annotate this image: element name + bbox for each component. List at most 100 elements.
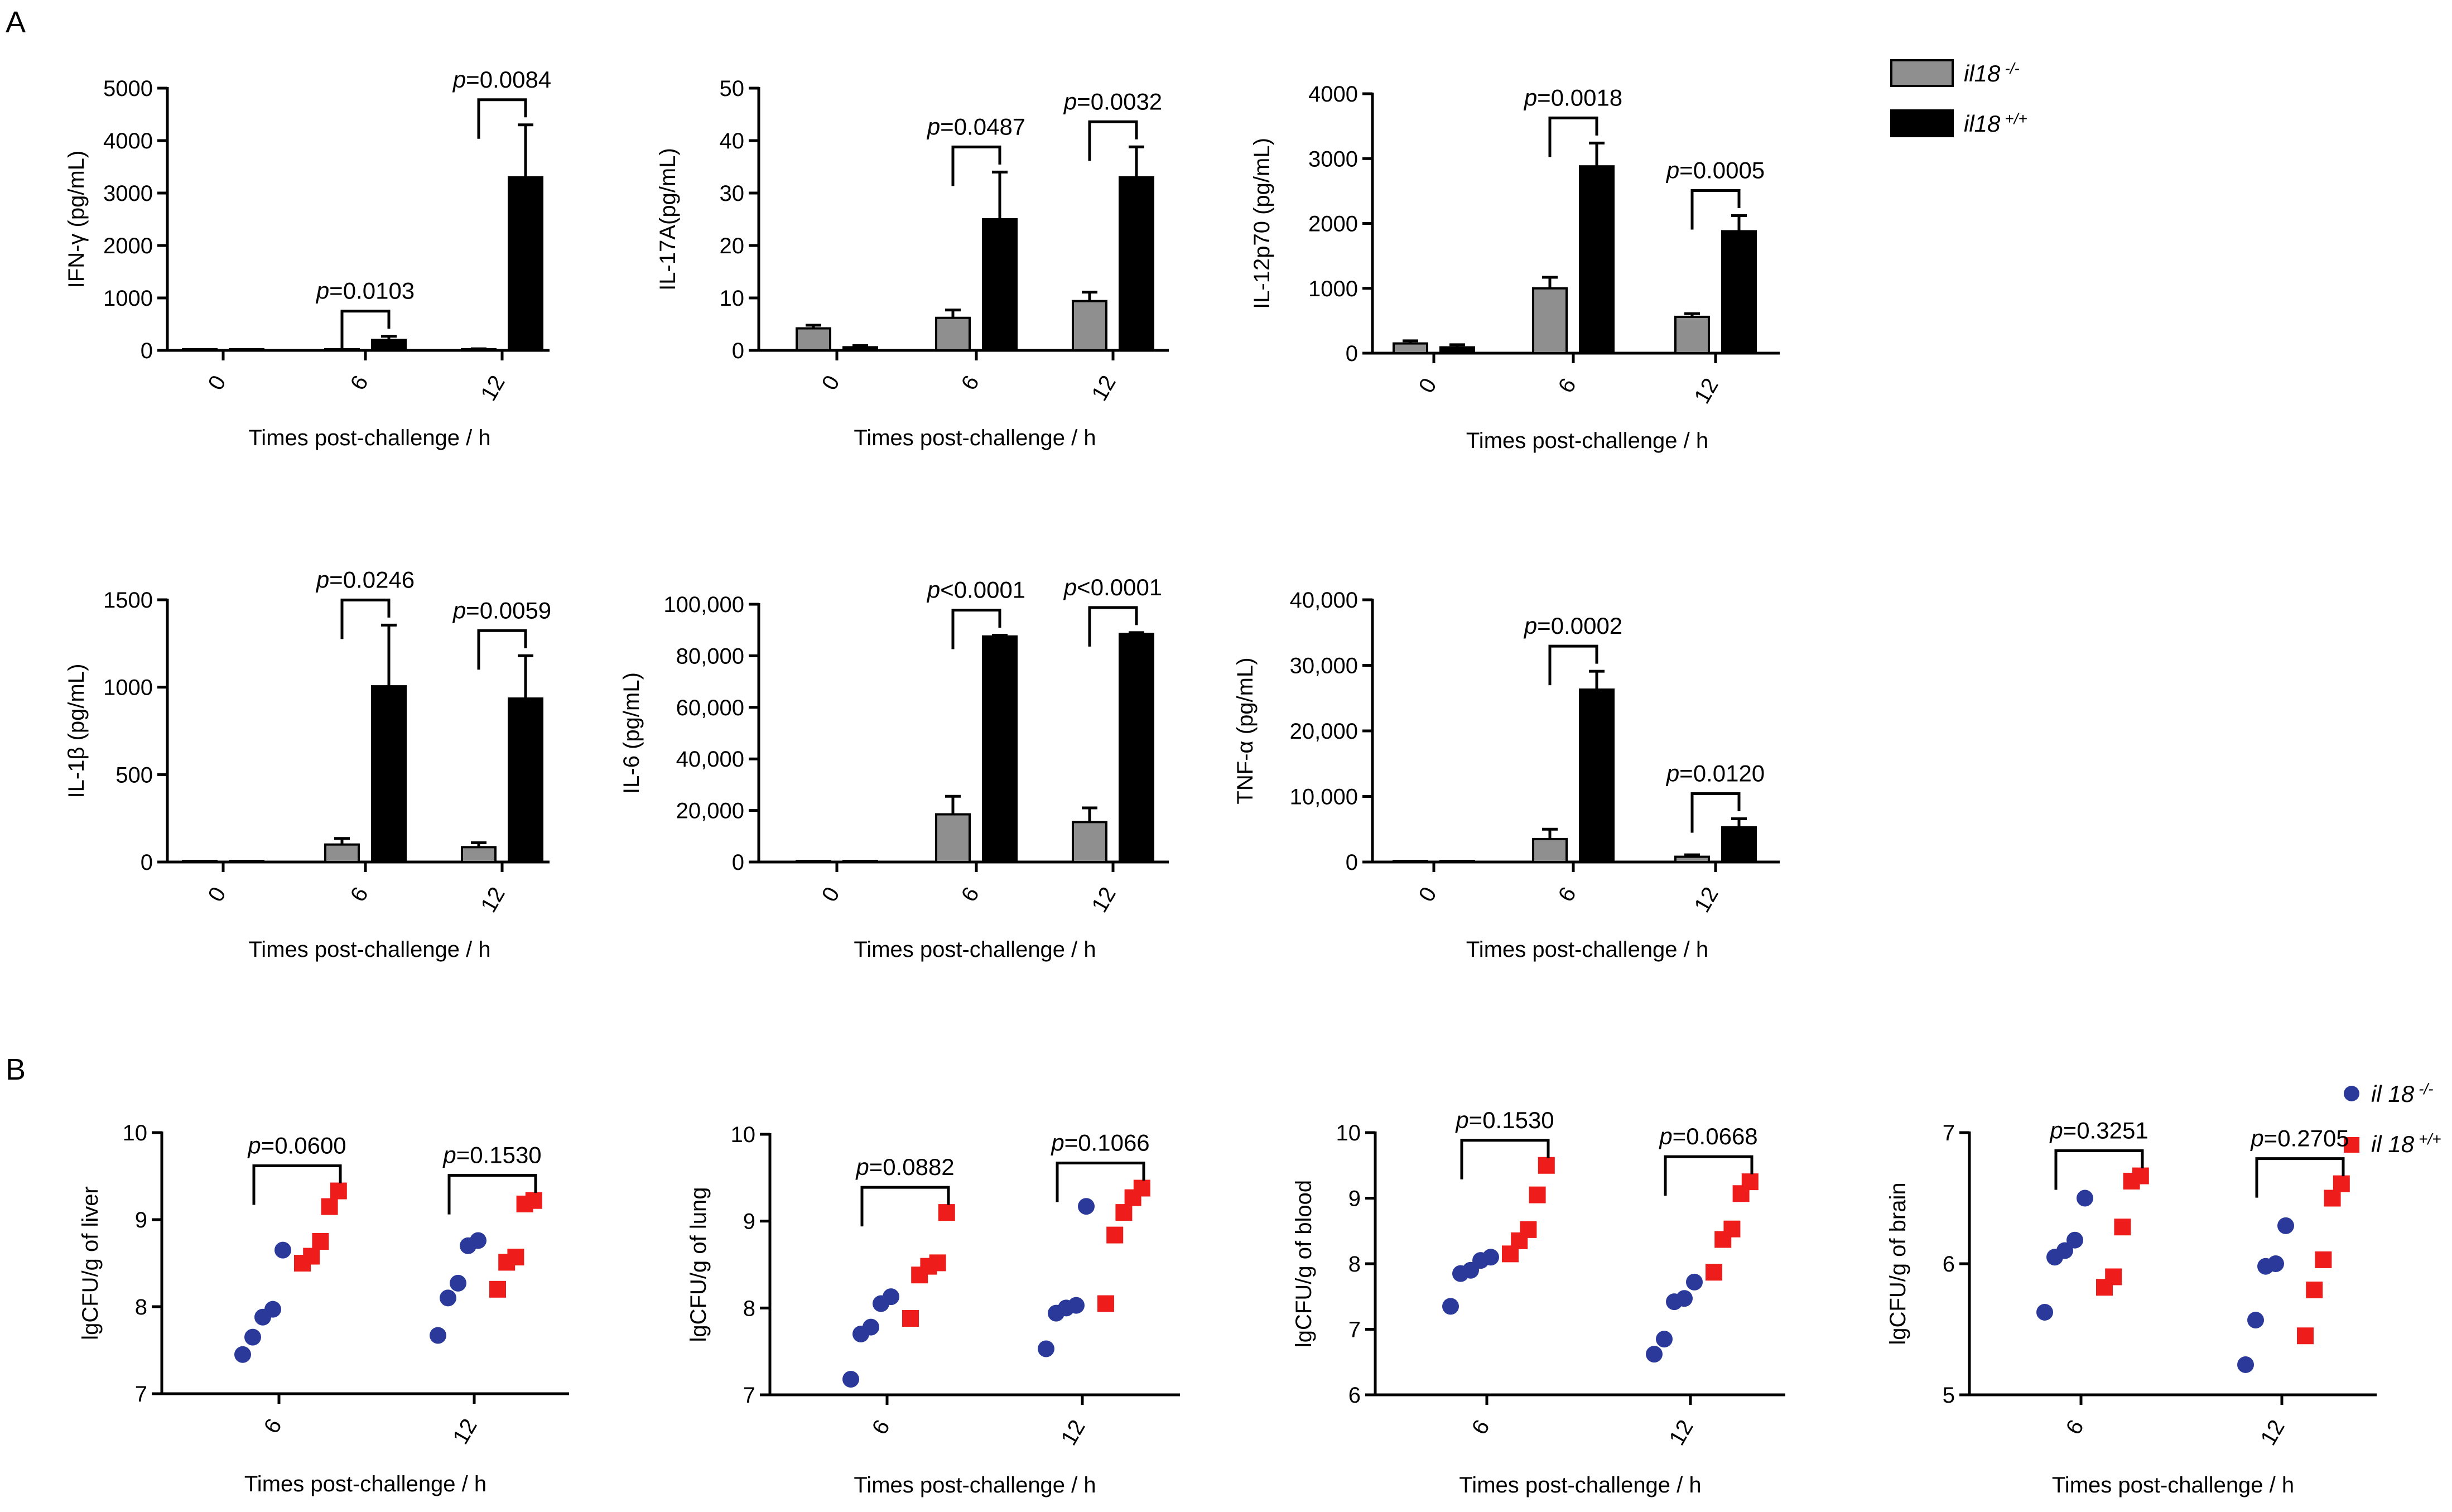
point-knockout bbox=[244, 1328, 261, 1346]
point-wildtype bbox=[902, 1310, 919, 1327]
x-axis-label: Times post-challenge / h bbox=[1459, 1473, 1701, 1497]
legend-label-wildtype: il18 +/+ bbox=[1964, 110, 2027, 137]
bar-knockout bbox=[935, 316, 971, 351]
p-value-label: p=0.0600 bbox=[247, 1133, 346, 1159]
y-tick-label: 7 bbox=[1943, 1121, 1955, 1145]
x-tick-label: 12 bbox=[1689, 374, 1723, 408]
x-tick-label: 6 bbox=[259, 1415, 287, 1438]
y-tick-label: 6 bbox=[1943, 1252, 1955, 1277]
bar-wildtype bbox=[982, 635, 1018, 863]
point-knockout bbox=[1038, 1340, 1054, 1357]
y-axis-label: lgCFU/g of liver bbox=[78, 1186, 103, 1340]
bar-knockout bbox=[182, 860, 218, 863]
y-tick-label: 7 bbox=[1348, 1318, 1361, 1342]
legend-panel-b: il 18 -/- il 18 +/+ bbox=[2344, 1080, 2441, 1157]
y-tick-label: 1000 bbox=[1308, 277, 1358, 301]
y-tick-label: 0 bbox=[732, 339, 744, 363]
y-tick-label: 60,000 bbox=[676, 696, 744, 720]
point-knockout bbox=[2247, 1312, 2264, 1329]
p-value-label: p=0.0487 bbox=[926, 113, 1025, 139]
point-knockout bbox=[2267, 1255, 2284, 1272]
bar-wildtype bbox=[371, 685, 407, 863]
chart-4: 0 20,000 40,000 60,000 80,000 100,000 IL-6 (pg… bbox=[619, 574, 1169, 962]
significance-bracket bbox=[951, 608, 1001, 649]
bar-knockout bbox=[796, 860, 831, 863]
significance-bracket bbox=[1548, 644, 1598, 686]
bar-knockout bbox=[1072, 821, 1107, 864]
point-wildtype bbox=[2105, 1268, 2122, 1285]
legend-swatch-knockout bbox=[1890, 59, 1954, 87]
p-value-label: p=0.3251 bbox=[2049, 1118, 2148, 1144]
bar-knockout bbox=[796, 327, 831, 352]
y-tick-label: 3000 bbox=[103, 181, 153, 206]
bar-wildtype bbox=[1579, 165, 1615, 354]
legend-marker-knockout-b bbox=[2344, 1086, 2359, 1101]
y-axis-label: IL-12p70 (pg/mL) bbox=[1250, 138, 1274, 309]
p-value-label: p=0.0002 bbox=[1523, 613, 1622, 639]
bar-knockout bbox=[182, 348, 218, 351]
y-tick-label: 6 bbox=[1348, 1383, 1361, 1408]
bar-wildtype bbox=[1439, 346, 1475, 354]
significance-bracket bbox=[477, 98, 527, 139]
point-knockout bbox=[274, 1241, 291, 1259]
y-tick-label: 7 bbox=[743, 1383, 755, 1408]
bar-wildtype bbox=[229, 348, 264, 351]
y-tick-label: 80,000 bbox=[676, 644, 744, 668]
point-wildtype bbox=[1097, 1295, 1114, 1312]
p-value-label: p=0.0120 bbox=[1665, 760, 1765, 786]
y-tick-label: 8 bbox=[1348, 1252, 1361, 1277]
bar-wildtype bbox=[842, 860, 878, 863]
bar-knockout bbox=[935, 813, 971, 864]
bar-wildtype bbox=[1579, 688, 1615, 863]
y-tick-label: 0 bbox=[141, 339, 153, 363]
y-tick-label: 10 bbox=[720, 286, 745, 311]
bar-knockout bbox=[1674, 315, 1710, 355]
x-tick-label: 0 bbox=[204, 883, 231, 906]
y-tick-label: 8 bbox=[743, 1296, 755, 1321]
point-wildtype bbox=[330, 1182, 347, 1200]
x-tick-label: 12 bbox=[1056, 1416, 1090, 1450]
p-value-label: p<0.0001 bbox=[926, 576, 1025, 603]
legend-item-knockout: il18 -/- bbox=[1890, 59, 2020, 87]
legend-label-knockout-b: il 18 -/- bbox=[2371, 1080, 2434, 1107]
x-tick-label: 12 bbox=[1689, 883, 1723, 917]
point-knockout bbox=[842, 1370, 859, 1388]
y-axis-label: TNF-α (pg/mL) bbox=[1233, 657, 1258, 804]
significance-bracket bbox=[1460, 1139, 1550, 1179]
x-tick-label: 6 bbox=[1554, 883, 1581, 906]
y-tick-label: 3000 bbox=[1308, 147, 1358, 171]
x-tick-label: 6 bbox=[346, 372, 373, 394]
y-tick-label: 5 bbox=[1943, 1383, 1955, 1408]
p-value-label: p=0.1530 bbox=[1454, 1107, 1554, 1133]
point-wildtype bbox=[303, 1248, 320, 1265]
chart-1: 0 10 20 30 40 50 IL-17A(pg/mL) 0 6 12 Times post-c… bbox=[656, 76, 1169, 450]
point-knockout bbox=[470, 1232, 486, 1249]
point-knockout bbox=[440, 1289, 456, 1307]
x-tick-label: 0 bbox=[1414, 374, 1442, 397]
y-tick-label: 1000 bbox=[103, 676, 153, 700]
p-value-label: p=0.0005 bbox=[1665, 157, 1765, 184]
point-wildtype bbox=[2333, 1175, 2350, 1192]
x-axis-label: Times post-challenge / h bbox=[244, 1472, 486, 1496]
point-wildtype bbox=[2324, 1190, 2341, 1207]
point-wildtype bbox=[1133, 1179, 1150, 1197]
p-value-label: p=0.0032 bbox=[1063, 88, 1162, 114]
chart-6: 7 8 9 10 lgCFU/g of liver 6 12 Times post-chall… bbox=[78, 1121, 569, 1496]
x-axis-label: Times post-challenge / h bbox=[248, 426, 490, 450]
y-axis-label: IL-1β (pg/mL) bbox=[64, 664, 89, 798]
bar-wildtype bbox=[508, 697, 543, 863]
y-tick-label: 0 bbox=[1346, 850, 1358, 875]
point-knockout bbox=[2237, 1356, 2254, 1373]
legend-marker-wildtype-b bbox=[2344, 1137, 2359, 1153]
point-wildtype bbox=[321, 1198, 338, 1215]
point-knockout bbox=[863, 1318, 879, 1336]
y-tick-label: 2000 bbox=[103, 234, 153, 258]
bar-wildtype bbox=[1119, 633, 1154, 863]
p-value-label: p=0.1530 bbox=[442, 1142, 541, 1168]
y-tick-label: 0 bbox=[141, 850, 153, 875]
point-knockout bbox=[2277, 1217, 2294, 1234]
y-tick-label: 4000 bbox=[1308, 82, 1358, 107]
y-tick-label: 1000 bbox=[103, 286, 153, 311]
y-axis-label: IL-17A(pg/mL) bbox=[656, 148, 680, 291]
y-tick-label: 50 bbox=[720, 76, 745, 101]
